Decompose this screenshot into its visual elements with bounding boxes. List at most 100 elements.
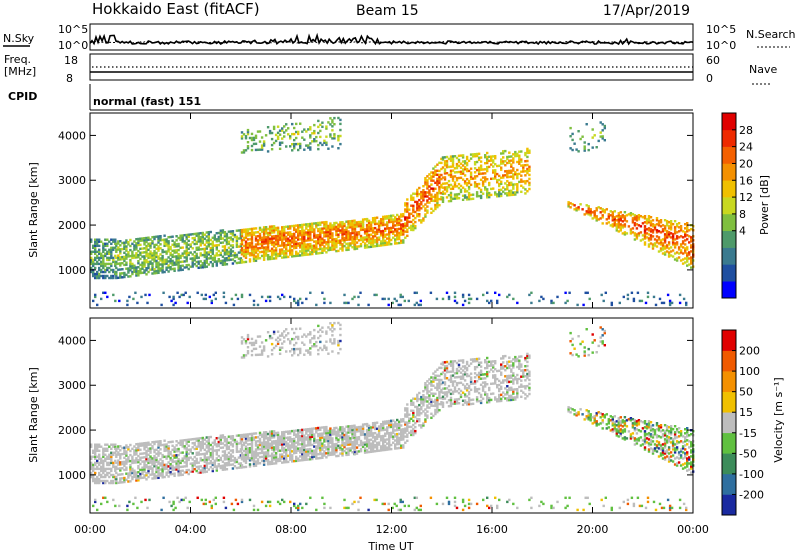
power-cell — [589, 208, 592, 211]
power-cell — [201, 253, 205, 257]
velocity-cell — [266, 463, 270, 466]
power-cell — [268, 241, 272, 245]
power-cell — [163, 238, 166, 241]
power-cell — [602, 299, 605, 303]
power-cell — [283, 238, 286, 241]
power-cell — [246, 147, 250, 150]
power-cell — [281, 141, 284, 144]
power-cell — [295, 240, 298, 244]
velocity-cell — [223, 452, 227, 455]
power-cell — [244, 230, 248, 233]
power-cell — [428, 197, 431, 200]
power-cell — [434, 205, 437, 209]
velocity-cell — [197, 471, 200, 475]
power-cell — [281, 252, 284, 255]
velocity-cell — [272, 442, 276, 445]
power-cell — [359, 222, 363, 226]
power-cell — [659, 221, 663, 224]
velocity-cell — [197, 443, 200, 446]
power-cell — [479, 188, 483, 192]
velocity-cell — [102, 465, 105, 469]
power-cell — [131, 264, 134, 268]
power-cell — [424, 193, 427, 196]
power-cell — [131, 270, 134, 274]
velocity-cell — [303, 436, 306, 440]
power-cell — [262, 144, 266, 147]
power-cell — [147, 254, 150, 258]
velocity-cell — [231, 445, 235, 448]
power-cell — [481, 192, 485, 195]
velocity-cell — [371, 436, 375, 439]
power-cell — [244, 228, 248, 231]
power-cell — [392, 222, 395, 225]
power-cell — [303, 243, 306, 247]
power-cell — [675, 241, 679, 244]
velocity-cell — [155, 458, 158, 462]
power-cell — [163, 244, 166, 248]
velocity-cell — [375, 435, 379, 439]
velocity-cell — [262, 463, 266, 466]
power-cell — [327, 230, 330, 234]
velocity-cell — [327, 429, 330, 433]
power-cell — [303, 245, 306, 249]
power-cell — [172, 295, 175, 299]
velocity-cell — [321, 452, 324, 456]
velocity-cell — [163, 467, 166, 471]
power-cell — [250, 235, 254, 239]
velocity-cell — [335, 444, 338, 448]
velocity-cell — [345, 437, 348, 441]
velocity-cell — [223, 464, 227, 467]
power-cell — [441, 158, 445, 161]
power-cell — [337, 223, 340, 226]
power-cell — [323, 233, 326, 236]
power-cell — [615, 219, 619, 222]
power-cell — [179, 254, 182, 258]
power-cell — [684, 235, 687, 238]
velocity-cell — [347, 441, 350, 444]
power-cell — [457, 192, 461, 196]
velocity-cell — [94, 461, 97, 465]
velocity-cell — [131, 475, 134, 479]
power-cell — [313, 132, 316, 135]
velocity-cell — [157, 462, 160, 465]
power-cell — [512, 191, 515, 194]
power-cell — [367, 227, 371, 231]
power-cell — [524, 160, 527, 163]
power-cell — [635, 223, 639, 226]
power-cell — [115, 260, 118, 264]
velocity-cell — [90, 455, 93, 459]
velocity-cell — [157, 454, 160, 457]
power-cell — [512, 175, 515, 178]
power-cell — [577, 208, 580, 211]
power-cell — [115, 242, 118, 246]
velocity-cell — [131, 457, 134, 461]
power-cell — [315, 252, 318, 255]
power-cell — [217, 243, 221, 247]
power-cell — [100, 252, 103, 256]
power-cell — [260, 250, 264, 254]
power-cell — [187, 251, 190, 255]
velocity-cell — [143, 462, 146, 465]
power-cell — [181, 252, 184, 255]
power-cell — [331, 125, 334, 128]
power-cell — [163, 240, 166, 244]
power-cell — [165, 244, 168, 247]
power-cell — [373, 232, 377, 236]
velocity-cell — [272, 432, 276, 435]
velocity-cell — [147, 441, 150, 444]
power-cell — [586, 291, 589, 295]
power-cell — [161, 269, 164, 272]
power-cell — [289, 245, 292, 248]
power-cell — [504, 174, 507, 177]
velocity-cell — [367, 430, 371, 434]
velocity-cell — [211, 469, 215, 473]
velocity-cell — [221, 454, 225, 457]
power-cell — [313, 228, 316, 231]
power-cell — [121, 255, 124, 259]
velocity-cell — [357, 438, 361, 441]
velocity-cell — [92, 475, 95, 479]
power-cell — [281, 129, 284, 132]
power-cell — [250, 251, 254, 255]
velocity-cell — [181, 465, 184, 468]
power-cell — [317, 227, 320, 231]
